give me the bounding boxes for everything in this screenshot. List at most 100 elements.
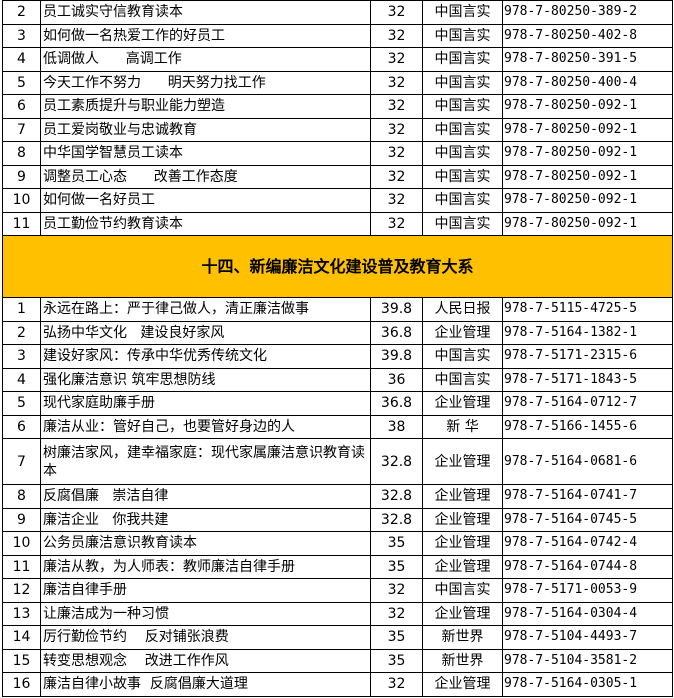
row-number: 12 — [2, 578, 41, 603]
book-publisher: 新 华 — [422, 414, 503, 439]
book-price: 35 — [370, 625, 423, 650]
book-isbn: 978-7-5115-4725-5 — [502, 297, 673, 322]
book-publisher: 企业管理 — [422, 672, 503, 697]
book-isbn: 978-7-5164-0305-1 — [502, 672, 673, 697]
book-isbn: 978-7-80250-092-1 — [502, 141, 673, 166]
book-price: 39.8 — [370, 344, 423, 369]
book-title: 让廉洁成为一种习惯 — [40, 601, 371, 626]
table-row: 4 强化廉洁意识 筑牢思想防线 36 中国言实 978-7-5171-1843-5 — [2, 367, 673, 392]
row-number: 14 — [2, 625, 41, 650]
book-publisher: 中国言实 — [422, 94, 503, 119]
book-publisher: 中国言实 — [422, 47, 503, 72]
table-row: 12 廉洁自律手册 32 中国言实 978-7-5171-0053-9 — [2, 578, 673, 603]
book-title: 员工爱岗敬业与忠诚教育 — [40, 117, 371, 142]
book-isbn: 978-7-5104-4493-7 — [502, 625, 673, 650]
book-price: 32 — [370, 578, 423, 603]
book-title: 今天工作不努力 明天努力找工作 — [40, 70, 371, 95]
book-publisher: 企业管理 — [422, 507, 503, 532]
book-price: 35 — [370, 531, 423, 556]
book-publisher: 中国言实 — [422, 188, 503, 213]
book-price: 35 — [370, 554, 423, 579]
book-price: 36.8 — [370, 320, 423, 345]
book-price: 32 — [370, 141, 423, 166]
book-title: 廉洁从教，为人师表：教师廉洁自律手册 — [40, 554, 371, 579]
book-isbn: 978-7-5164-0304-4 — [502, 601, 673, 626]
table-row: 6 廉洁从业：管好自己，也要管好身边的人 38 新 华 978-7-5166-1455-… — [2, 414, 673, 439]
book-publisher: 中国言实 — [422, 117, 503, 142]
table-row: 9 调整员工心态 改善工作态度 32 中国言实 978-7-80250-092-1 — [2, 164, 673, 189]
row-number: 10 — [2, 188, 41, 213]
book-price: 32 — [370, 188, 423, 213]
table-row: 10 如何做一名好员工 32 中国言实 978-7-80250-092-1 — [2, 188, 673, 213]
book-isbn: 978-7-80250-400-4 — [502, 70, 673, 95]
book-title: 转变思想观念 改进工作作风 — [40, 648, 371, 673]
book-price: 32 — [370, 672, 423, 697]
table-row: 2 员工诚实守信教育读本 32 中国言实 978-7-80250-389-2 — [2, 0, 673, 25]
book-isbn: 978-7-80250-092-1 — [502, 94, 673, 119]
book-isbn: 978-7-80250-092-1 — [502, 211, 673, 236]
book-isbn: 978-7-5164-0712-7 — [502, 391, 673, 416]
book-isbn: 978-7-80250-092-1 — [502, 117, 673, 142]
book-isbn: 978-7-5164-0742-4 — [502, 531, 673, 556]
book-isbn: 978-7-80250-092-1 — [502, 188, 673, 213]
book-publisher: 人民日报 — [422, 297, 503, 322]
table-row: 7 员工爱岗敬业与忠诚教育 32 中国言实 978-7-80250-092-1 — [2, 117, 673, 142]
book-price: 35 — [370, 648, 423, 673]
book-title: 建设好家风：传承中华优秀传统文化 — [40, 344, 371, 369]
book-title: 廉洁企业 你我共建 — [40, 507, 371, 532]
book-title: 员工勤俭节约教育读本 — [40, 211, 371, 236]
book-title: 廉洁从业：管好自己，也要管好身边的人 — [40, 414, 371, 439]
book-title: 中华国学智慧员工读本 — [40, 141, 371, 166]
table-row: 1 永远在路上：严于律己做人，清正廉洁做事 39.8 人民日报 978-7-5115-4… — [2, 297, 673, 322]
row-number: 4 — [2, 47, 41, 72]
row-number: 8 — [2, 484, 41, 509]
book-isbn: 978-7-80250-389-2 — [502, 0, 673, 25]
row-number: 16 — [2, 672, 41, 697]
book-price: 32 — [370, 94, 423, 119]
book-isbn: 978-7-5171-2315-6 — [502, 344, 673, 369]
book-publisher: 企业管理 — [422, 438, 503, 485]
book-title: 员工素质提升与职业能力塑造 — [40, 94, 371, 119]
book-price: 32.8 — [370, 438, 423, 485]
book-publisher: 企业管理 — [422, 484, 503, 509]
book-title: 公务员廉洁意识教育读本 — [40, 531, 371, 556]
book-price: 32.8 — [370, 484, 423, 509]
book-price: 32.8 — [370, 507, 423, 532]
row-number: 7 — [2, 117, 41, 142]
book-price: 36 — [370, 367, 423, 392]
book-price: 38 — [370, 414, 423, 439]
table-row: 4 低调做人 高调工作 32 中国言实 978-7-80250-391-5 — [2, 47, 673, 72]
book-price: 32 — [370, 601, 423, 626]
book-isbn: 978-7-5104-3581-2 — [502, 648, 673, 673]
book-isbn: 978-7-5166-1455-6 — [502, 414, 673, 439]
table-row: 11 员工勤俭节约教育读本 32 中国言实 978-7-80250-092-1 — [2, 211, 673, 236]
book-publisher: 新世界 — [422, 625, 503, 650]
book-price: 32 — [370, 164, 423, 189]
row-number: 5 — [2, 70, 41, 95]
row-number: 10 — [2, 531, 41, 556]
book-publisher: 中国言实 — [422, 164, 503, 189]
table-row: 3 建设好家风：传承中华优秀传统文化 39.8 中国言实 978-7-5171-2315… — [2, 344, 673, 369]
table-row: 3 如何做一名热爱工作的好员工 32 中国言实 978-7-80250-402-8 — [2, 23, 673, 48]
book-isbn: 978-7-5171-1843-5 — [502, 367, 673, 392]
book-isbn: 978-7-5164-0744-8 — [502, 554, 673, 579]
table-row: 8 反腐倡廉 崇洁自律 32.8 企业管理 978-7-5164-0741-7 — [2, 484, 673, 509]
row-number: 7 — [2, 438, 41, 485]
book-isbn: 978-7-5164-0681-6 — [502, 438, 673, 485]
book-title: 树廉洁家风，建幸福家庭：现代家属廉洁意识教育读本 — [40, 438, 371, 485]
book-isbn: 978-7-80250-092-1 — [502, 164, 673, 189]
row-number: 2 — [2, 320, 41, 345]
book-title: 如何做一名好员工 — [40, 188, 371, 213]
book-price: 39.8 — [370, 297, 423, 322]
book-publisher: 新世界 — [422, 648, 503, 673]
book-title: 厉行勤俭节约 反对铺张浪费 — [40, 625, 371, 650]
book-price: 32 — [370, 0, 423, 25]
book-title: 低调做人 高调工作 — [40, 47, 371, 72]
book-publisher: 中国言实 — [422, 70, 503, 95]
row-number: 11 — [2, 211, 41, 236]
section-heading-row: 十四、新编廉洁文化建设普及教育大系 — [2, 235, 673, 298]
book-publisher: 中国言实 — [422, 23, 503, 48]
book-publisher: 企业管理 — [422, 554, 503, 579]
row-number: 3 — [2, 23, 41, 48]
